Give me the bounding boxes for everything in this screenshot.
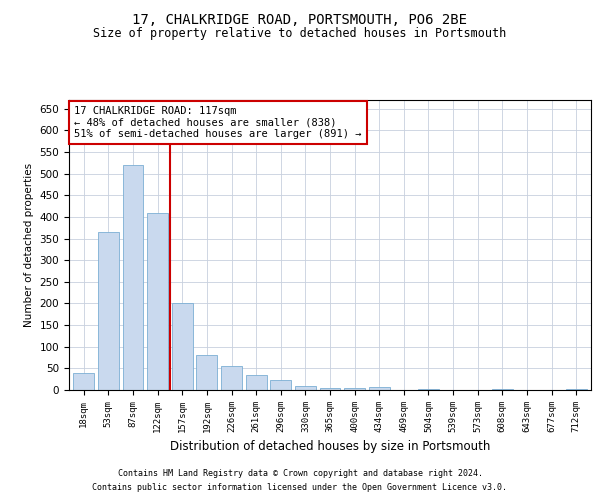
Text: Size of property relative to detached houses in Portsmouth: Size of property relative to detached ho… — [94, 28, 506, 40]
Text: 17 CHALKRIDGE ROAD: 117sqm
← 48% of detached houses are smaller (838)
51% of sem: 17 CHALKRIDGE ROAD: 117sqm ← 48% of deta… — [74, 106, 362, 139]
Text: 17, CHALKRIDGE ROAD, PORTSMOUTH, PO6 2BE: 17, CHALKRIDGE ROAD, PORTSMOUTH, PO6 2BE — [133, 12, 467, 26]
Bar — [320, 388, 340, 390]
Bar — [418, 389, 439, 390]
Bar — [492, 388, 513, 390]
Bar — [73, 372, 94, 390]
Bar — [566, 389, 587, 390]
Text: Contains HM Land Registry data © Crown copyright and database right 2024.: Contains HM Land Registry data © Crown c… — [118, 468, 482, 477]
Bar — [295, 386, 316, 390]
Text: Contains public sector information licensed under the Open Government Licence v3: Contains public sector information licen… — [92, 484, 508, 492]
Bar — [98, 232, 119, 390]
Bar — [369, 387, 390, 390]
X-axis label: Distribution of detached houses by size in Portsmouth: Distribution of detached houses by size … — [170, 440, 490, 454]
Bar — [147, 212, 168, 390]
Bar — [196, 354, 217, 390]
Bar — [221, 366, 242, 390]
Bar — [270, 380, 291, 390]
Bar — [172, 302, 193, 390]
Bar — [344, 388, 365, 390]
Bar — [122, 165, 143, 390]
Y-axis label: Number of detached properties: Number of detached properties — [24, 163, 34, 327]
Bar — [245, 375, 266, 390]
